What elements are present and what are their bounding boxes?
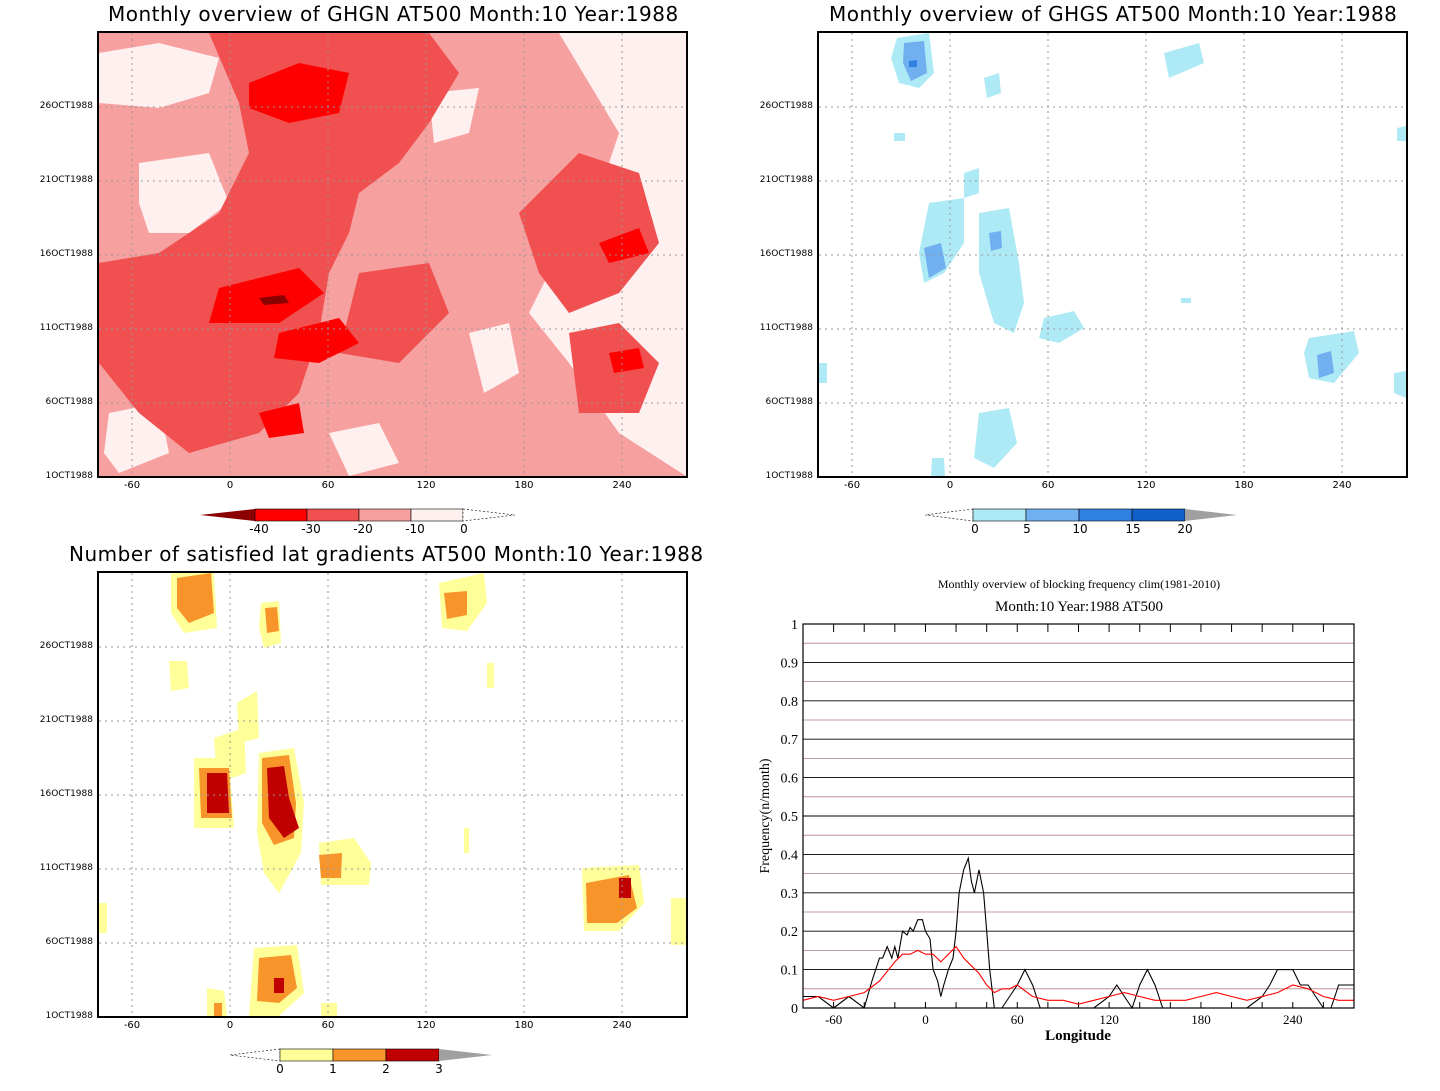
ghgs-field-mid [903,41,1334,378]
ghgn-ylabel-5: 1OCT1988 [45,471,94,481]
line-chart-ytick-label: 0.7 [781,733,799,748]
line-chart-xtick-label: -60 [825,1012,842,1027]
line-chart-xticks: -60 0 60 120 180 240 [802,624,1355,1027]
ghgn-field-strong [209,63,649,438]
gradients-ylabel-2: 16OCT1988 [39,789,93,799]
ghgn-plot [97,31,688,478]
line-chart-ytick-label: 0.9 [781,656,799,671]
line-chart-ytick-label: 0.3 [781,887,799,902]
ghgs-xlabel-0: -60 [843,480,861,491]
ghgn-xlabel-4: 180 [514,480,534,491]
ghgn-field-mid [99,33,659,453]
line-chart-series-0 [803,856,1354,1010]
line-chart-series-1 [802,945,1354,1005]
ghgs-ylabel-1: 21OCT1988 [759,175,813,185]
ghgn-cbar-label-4: 0 [460,522,468,536]
ghgs-title: Monthly overview of GHGS AT500 Month:10 … [829,2,1398,26]
line-chart-series [802,856,1354,1010]
ghgs-ylabel-0: 26OCT1988 [759,101,813,111]
gradients-xlabel-0: -60 [123,1020,141,1031]
gradients-ylabel-5: 1OCT1988 [45,1011,94,1021]
line-chart-xtick-label: 240 [1283,1012,1303,1027]
ghgs-cbar-label-4: 20 [1177,522,1193,536]
ghgn-colorbar [200,508,516,522]
gradients-xlabel-5: 240 [612,1020,632,1031]
line-chart-ytick-label: 0.2 [781,925,799,940]
ghgn-ylabel-3: 11OCT1988 [39,323,93,333]
ghgs-gridlines [819,33,1406,476]
line-chart-gridlines [803,642,1354,990]
gradients-cbar-label-3: 3 [435,1062,443,1076]
ghgn-xlabel-1: 0 [226,480,234,491]
line-chart-ytick-label: 0.8 [781,695,799,710]
line-chart-frame [802,623,1355,1009]
line-chart-ytick-label: 0.6 [781,772,799,787]
ghgs-cbar-label-2: 10 [1072,522,1088,536]
ghgs-colorbar [925,508,1237,522]
line-chart-subtitle: Month:10 Year:1988 AT500 [995,599,1163,615]
gradients-xlabel-1: 0 [226,1020,234,1031]
gradients-xlabel-2: 60 [321,1020,335,1031]
ghgn-xlabel-5: 240 [612,480,632,491]
ghgs-xlabel-1: 0 [946,480,954,491]
line-chart-yticks: 0 0.1 0.2 0.3 0.4 0.5 0.6 0.7 0.8 0.9 1 [781,618,799,1017]
gradients-cbar-label-2: 2 [382,1062,390,1076]
gradients-cbar-label-0: 0 [276,1062,284,1076]
ghgn-cbar-label-2: -20 [353,522,373,536]
gradients-gridlines [99,573,686,1016]
ghgn-ylabel-1: 21OCT1988 [39,175,93,185]
ghgs-ylabel-4: 6OCT1988 [765,397,814,407]
line-chart-xlabel: Longitude [1045,1028,1111,1044]
ghgs-cbar-label-0: 0 [971,522,979,536]
gradients-ylabel-4: 6OCT1988 [45,937,94,947]
gradients-xlabel-4: 180 [514,1020,534,1031]
line-chart-ylabel: Frequency(n/month) [758,758,773,873]
ghgn-gridlines [99,33,686,476]
ghgs-cbar-label-1: 5 [1023,522,1031,536]
line-chart-xtick-label: 0 [922,1012,929,1027]
ghgs-cbar-label-3: 15 [1125,522,1141,536]
line-chart-ytick-label: 1 [791,618,798,633]
ghgn-cbar-label-1: -30 [301,522,321,536]
ghgn-ylabel-2: 16OCT1988 [39,249,93,259]
ghgs-xlabel-2: 60 [1041,480,1055,491]
ghgn-ylabel-4: 6OCT1988 [45,397,94,407]
gradients-ylabel-0: 26OCT1988 [39,641,93,651]
ghgs-ylabel-3: 11OCT1988 [759,323,813,333]
line-chart-ytick-label: 0 [791,1002,798,1017]
gradients-ylabel-1: 21OCT1988 [39,715,93,725]
ghgs-ylabel-2: 16OCT1988 [759,249,813,259]
ghgn-xlabel-3: 120 [416,480,436,491]
ghgn-ylabel-0: 26OCT1988 [39,101,93,111]
line-chart-xtick-label: 60 [1011,1012,1024,1027]
line-chart-ytick-label: 0.5 [781,810,799,825]
gradients-xlabel-3: 120 [416,1020,436,1031]
line-chart-xtick-label: 180 [1191,1012,1211,1027]
line-chart-xtick-label: 120 [1099,1012,1119,1027]
ghgn-xlabel-2: 60 [321,480,335,491]
ghgs-field-high [909,60,917,67]
ghgs-ylabel-5: 1OCT1988 [765,471,814,481]
ghgn-field-peak [259,295,289,305]
gradients-cbar-label-1: 1 [329,1062,337,1076]
gradients-colorbar [230,1048,492,1062]
gradients-ylabel-3: 11OCT1988 [39,863,93,873]
ghgs-xlabel-4: 180 [1234,480,1254,491]
ghgn-title: Monthly overview of GHGN AT500 Month:10 … [108,2,679,26]
line-chart-title: Monthly overview of blocking frequency c… [938,577,1220,591]
ghgn-xlabel-0: -60 [123,480,141,491]
gradients-plot [97,571,688,1018]
blocking-frequency-chart: Monthly overview of blocking frequency c… [758,577,1355,1044]
line-chart-ytick-label: 0.1 [781,964,799,979]
ghgs-plot [817,31,1408,478]
ghgn-cbar-label-0: -40 [249,522,269,536]
ghgs-xlabel-3: 120 [1136,480,1156,491]
ghgs-xlabel-5: 240 [1332,480,1352,491]
line-chart-ytick-label: 0.4 [781,848,799,863]
ghgn-cbar-label-3: -10 [405,522,425,536]
gradients-title: Number of satisfied lat gradients AT500 … [69,542,704,566]
